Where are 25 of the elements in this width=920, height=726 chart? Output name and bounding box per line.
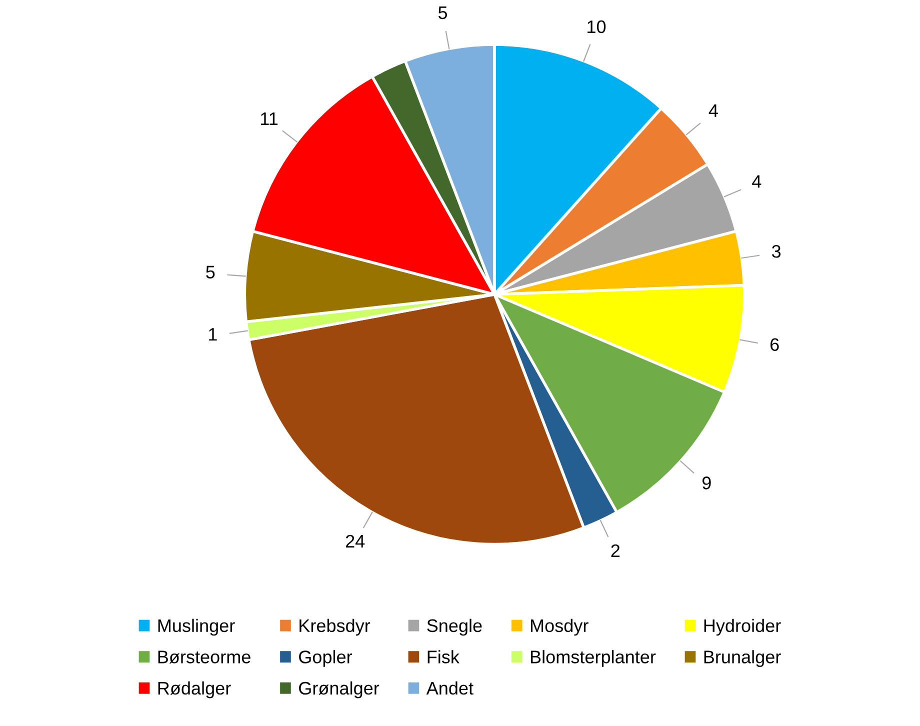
legend-label: Gopler [299,650,352,667]
legend-label: Fisk [428,650,460,664]
data-label: 11 [261,112,278,125]
data-label: 4 [708,104,718,117]
data-label: 5 [438,6,448,20]
legend-label: Børsteorme [158,650,250,664]
data-label: 5 [206,266,215,278]
data-label: 10 [588,20,606,34]
legend-label: Andet [426,681,474,695]
legend-label: Hydroider [704,618,781,636]
data-label: 3 [772,244,781,258]
legend-label: Grønalger [299,681,380,698]
legend-label: Blomsterplanter [530,650,656,667]
legend-label: Mosdyr [530,618,588,636]
legend-label: Brunalger [704,650,781,667]
legend-label: Rødalger [158,681,231,698]
legend-label: Krebsdyr [300,618,370,636]
legend-label: Snegle [427,618,482,636]
data-label: 24 [346,534,365,548]
data-label: 1 [209,328,217,341]
data-label: 2 [611,544,620,557]
data-label: 6 [770,338,779,351]
legend-label: Muslinger [158,618,235,636]
data-label: 9 [702,476,711,490]
data-label: 4 [752,175,762,188]
